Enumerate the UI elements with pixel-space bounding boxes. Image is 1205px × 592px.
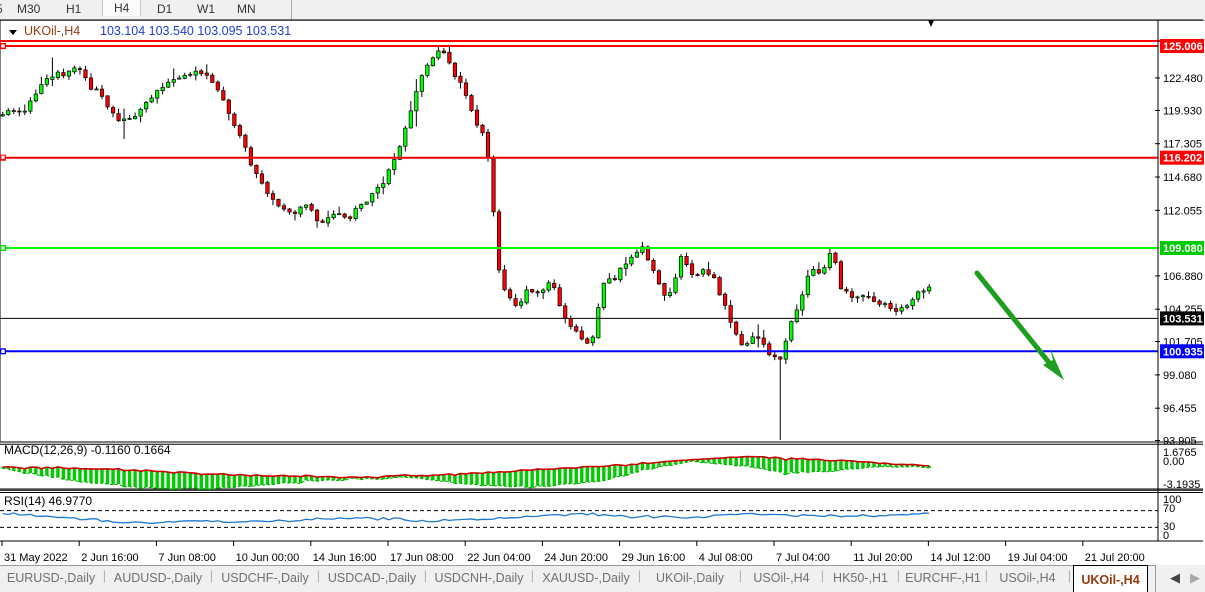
svg-text:70: 70 (1163, 503, 1175, 515)
svg-text:119.930: 119.930 (1163, 105, 1202, 117)
svg-text:125.006: 125.006 (1163, 41, 1203, 53)
svg-text:10 Jun 00:00: 10 Jun 00:00 (236, 552, 300, 564)
svg-text:99.080: 99.080 (1163, 370, 1197, 382)
svg-text:7 Jun 08:00: 7 Jun 08:00 (158, 552, 216, 564)
svg-text:14 Jul 12:00: 14 Jul 12:00 (930, 552, 990, 564)
svg-text:112.055: 112.055 (1163, 205, 1202, 217)
svg-text:UKOil-,H4: UKOil-,H4 (24, 24, 80, 38)
svg-text:2 Jun 16:00: 2 Jun 16:00 (81, 552, 139, 564)
svg-text:11 Jul 20:00: 11 Jul 20:00 (853, 552, 912, 564)
svg-text:24 Jun 20:00: 24 Jun 20:00 (544, 552, 608, 564)
svg-text:114.680: 114.680 (1163, 172, 1202, 184)
svg-text:117.305: 117.305 (1163, 139, 1202, 151)
svg-text:RSI(14) 46.9770: RSI(14) 46.9770 (4, 494, 92, 508)
svg-text:0: 0 (1163, 530, 1169, 542)
svg-text:93.905: 93.905 (1163, 436, 1197, 448)
svg-text:100.935: 100.935 (1163, 346, 1203, 358)
svg-text:4 Jul 08:00: 4 Jul 08:00 (699, 552, 753, 564)
svg-text:106.880: 106.880 (1163, 271, 1203, 283)
svg-text:-3.1935: -3.1935 (1163, 479, 1200, 491)
svg-text:0.00: 0.00 (1163, 456, 1184, 468)
svg-text:103.531: 103.531 (1163, 313, 1203, 325)
svg-text:96.455: 96.455 (1163, 403, 1197, 415)
svg-text:22 Jun 04:00: 22 Jun 04:00 (467, 552, 531, 564)
svg-text:7 Jul 04:00: 7 Jul 04:00 (776, 552, 830, 564)
svg-text:29 Jun 16:00: 29 Jun 16:00 (622, 552, 686, 564)
svg-text:14 Jun 16:00: 14 Jun 16:00 (313, 552, 377, 564)
svg-text:19 Jul 04:00: 19 Jul 04:00 (1008, 552, 1068, 564)
svg-text:116.202: 116.202 (1163, 153, 1202, 165)
svg-text:21 Jul 20:00: 21 Jul 20:00 (1085, 552, 1145, 564)
svg-text:31 May 2022: 31 May 2022 (4, 552, 68, 564)
svg-text:122.480: 122.480 (1163, 73, 1203, 85)
svg-text:109.080: 109.080 (1163, 243, 1203, 255)
svg-text:17 Jun 08:00: 17 Jun 08:00 (390, 552, 454, 564)
svg-text:MACD(12,26,9) -0.1160 0.1664: MACD(12,26,9) -0.1160 0.1664 (4, 443, 171, 457)
svg-text:103.104 103.540 103.095 103.53: 103.104 103.540 103.095 103.531 (100, 24, 291, 38)
